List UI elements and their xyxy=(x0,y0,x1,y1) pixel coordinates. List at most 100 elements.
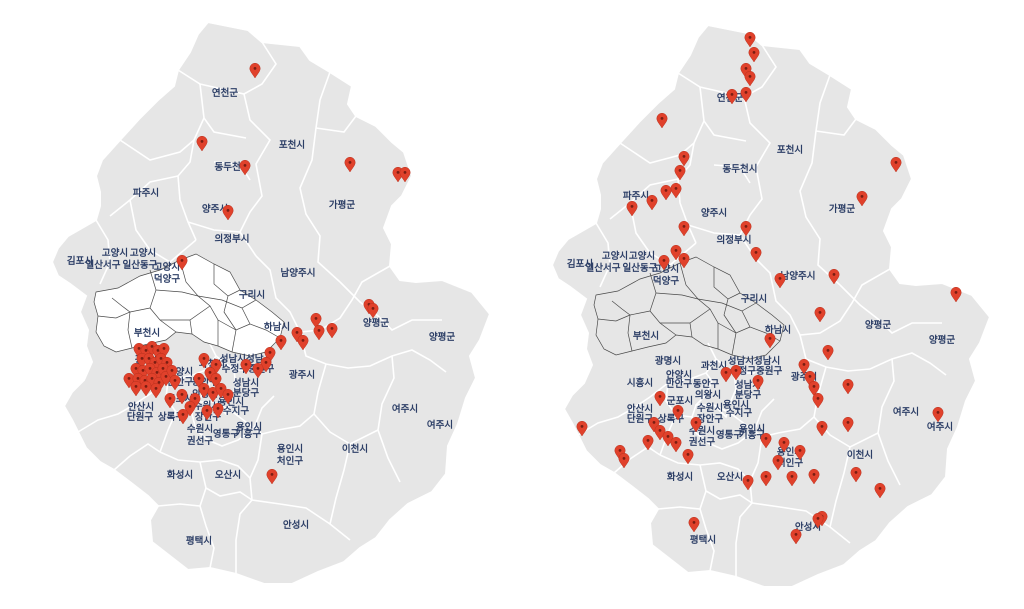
map-pin-icon[interactable] xyxy=(720,367,732,383)
map-pin-icon[interactable] xyxy=(740,221,752,237)
map-pin-icon[interactable] xyxy=(646,195,658,211)
district-label: 군포시 xyxy=(667,396,693,407)
map-pin-icon[interactable] xyxy=(670,437,682,453)
map-pin-icon[interactable] xyxy=(814,307,826,323)
map-pin-icon[interactable] xyxy=(744,32,756,48)
map-pin-icon[interactable] xyxy=(249,63,261,79)
district-label: 기흥구 xyxy=(739,429,765,441)
map-pin-icon[interactable] xyxy=(798,359,810,375)
map-pin-icon[interactable] xyxy=(842,417,854,433)
district-label: 고양시 xyxy=(653,263,679,275)
map-pin-icon[interactable] xyxy=(794,445,806,461)
map-pin-icon[interactable] xyxy=(222,205,234,221)
district-label: 고양시 xyxy=(130,247,156,259)
map-pin-icon[interactable] xyxy=(874,483,886,499)
map-pin-icon[interactable] xyxy=(932,407,944,423)
map-pin-icon[interactable] xyxy=(656,113,668,129)
map-pin-icon[interactable] xyxy=(774,273,786,289)
map-pin-icon[interactable] xyxy=(150,383,162,399)
map-pin-icon[interactable] xyxy=(326,323,338,339)
map-pin-icon[interactable] xyxy=(193,373,205,389)
map-pin-icon[interactable] xyxy=(808,381,820,397)
map-pin-icon[interactable] xyxy=(764,333,776,349)
district-label: 안성시 xyxy=(795,521,821,533)
map-pin-icon[interactable] xyxy=(164,393,176,409)
map-pin-icon[interactable] xyxy=(207,387,219,403)
map-pin-icon[interactable] xyxy=(842,379,854,395)
map-pin-icon[interactable] xyxy=(275,335,287,351)
map-pin-icon[interactable] xyxy=(748,47,760,63)
map-pin-icon[interactable] xyxy=(950,287,962,303)
map-pin-icon[interactable] xyxy=(690,417,702,433)
map-pin-icon[interactable] xyxy=(890,157,902,173)
district-label: 양평군 xyxy=(929,334,955,346)
map-pin-icon[interactable] xyxy=(201,405,213,421)
map-pin-icon[interactable] xyxy=(828,269,840,285)
map-pin-icon[interactable] xyxy=(778,437,790,453)
map-pin-icon[interactable] xyxy=(744,71,756,87)
map-pin-icon[interactable] xyxy=(130,381,142,397)
map-pin-icon[interactable] xyxy=(177,409,189,425)
map-pin-icon[interactable] xyxy=(239,160,251,176)
map-pin-icon[interactable] xyxy=(654,391,666,407)
map-pin-icon[interactable] xyxy=(240,359,252,375)
map-pin-icon[interactable] xyxy=(176,389,188,405)
map-pin-icon[interactable] xyxy=(674,165,686,181)
map-markers xyxy=(576,32,962,545)
district-label: 파주시 xyxy=(133,187,159,199)
map-pin-icon[interactable] xyxy=(816,421,828,437)
map-pin-icon[interactable] xyxy=(682,449,694,465)
map-pin-icon[interactable] xyxy=(678,151,690,167)
map-pin-icon[interactable] xyxy=(344,157,356,173)
map-pin-icon[interactable] xyxy=(678,253,690,269)
map-pin-icon[interactable] xyxy=(210,373,222,389)
map-pin-icon[interactable] xyxy=(266,469,278,485)
map-pin-icon[interactable] xyxy=(198,383,210,399)
map-pin-icon[interactable] xyxy=(726,89,738,105)
map-pin-icon[interactable] xyxy=(812,393,824,409)
map-pin-icon[interactable] xyxy=(856,191,868,207)
map-pin-icon[interactable] xyxy=(399,167,411,183)
map-pin-icon[interactable] xyxy=(626,201,638,217)
map-pin-icon[interactable] xyxy=(140,381,152,397)
map-pin-icon[interactable] xyxy=(176,255,188,271)
map-pin-icon[interactable] xyxy=(198,353,210,369)
map-pin-icon[interactable] xyxy=(367,303,379,319)
map-pin-icon[interactable] xyxy=(212,403,224,419)
map-pin-icon[interactable] xyxy=(670,183,682,199)
map-pin-icon[interactable] xyxy=(742,475,754,491)
district-label: 화성시 xyxy=(167,469,193,481)
district-label: 김포시 xyxy=(67,255,93,267)
map-pin-icon[interactable] xyxy=(760,433,772,449)
map-pin-icon[interactable] xyxy=(642,435,654,451)
district-label: 의왕시 xyxy=(695,389,721,401)
map-pin-icon[interactable] xyxy=(760,471,772,487)
map-pin-icon[interactable] xyxy=(688,517,700,533)
map-pin-icon[interactable] xyxy=(752,375,764,391)
map-pin-icon[interactable] xyxy=(297,335,309,351)
map-pin-icon[interactable] xyxy=(850,467,862,483)
map-pin-icon[interactable] xyxy=(740,87,752,103)
map-pin-icon[interactable] xyxy=(196,136,208,152)
map-pin-icon[interactable] xyxy=(310,313,322,329)
map-pin-icon[interactable] xyxy=(786,471,798,487)
map-pin-icon[interactable] xyxy=(576,421,588,437)
map-pin-icon[interactable] xyxy=(750,247,762,263)
map-pin-icon[interactable] xyxy=(672,405,684,421)
map-pin-icon[interactable] xyxy=(658,255,670,271)
map-pin-icon[interactable] xyxy=(790,529,802,545)
map-pin-icon[interactable] xyxy=(730,365,742,381)
map-pin-icon[interactable] xyxy=(660,185,672,201)
map-pin-icon[interactable] xyxy=(772,455,784,471)
district-label: 권선구 xyxy=(689,436,715,448)
map-pin-icon[interactable] xyxy=(808,469,820,485)
map-pin-icon[interactable] xyxy=(822,345,834,361)
map-pin-icon[interactable] xyxy=(222,389,234,405)
map-pin-icon[interactable] xyxy=(252,363,264,379)
map-pin-icon[interactable] xyxy=(812,513,824,529)
map-pin-icon[interactable] xyxy=(169,375,181,391)
map-pin-icon[interactable] xyxy=(618,453,630,469)
map-pin-icon[interactable] xyxy=(670,245,682,261)
map-pin-icon[interactable] xyxy=(678,221,690,237)
map-pin-icon[interactable] xyxy=(313,325,325,341)
